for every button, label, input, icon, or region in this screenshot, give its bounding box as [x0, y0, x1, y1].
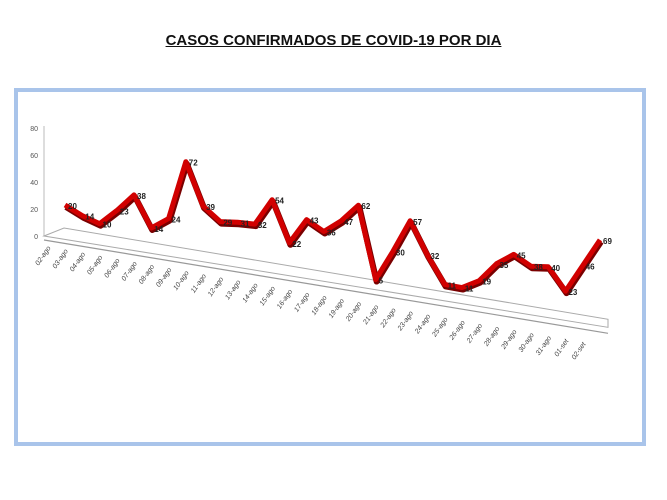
chart-title: CASOS CONFIRMADOS DE COVID-19 POR DIA: [165, 32, 502, 49]
x-tick-label: 18-ago: [311, 295, 329, 317]
data-label: 45: [517, 251, 526, 260]
data-label: 32: [258, 221, 267, 230]
x-tick-label: 06-ago: [103, 257, 121, 279]
data-label: 38: [137, 192, 146, 201]
data-label: 54: [275, 197, 284, 206]
y-tick-label: 60: [30, 153, 38, 160]
x-tick-label: 19-ago: [328, 298, 346, 320]
x-tick-label: 23-ago: [396, 310, 415, 333]
y-tick-label: 80: [30, 126, 38, 133]
data-label: 36: [327, 229, 336, 238]
x-tick-label: 26-ago: [448, 319, 467, 342]
x-tick-label: 20-ago: [344, 301, 363, 324]
data-label: 46: [586, 263, 595, 272]
y-tick-label: 20: [30, 207, 38, 214]
data-label: 5: [379, 277, 384, 286]
x-tick-label: 02-ago: [34, 245, 52, 267]
x-tick-label: 30-ago: [518, 332, 536, 354]
data-label: 38: [534, 263, 543, 272]
x-tick-label: 13-ago: [224, 279, 242, 301]
data-label: 47: [344, 218, 353, 227]
x-tick-label: 17-ago: [293, 292, 311, 314]
x-tick-label: 29-ago: [500, 329, 519, 352]
data-label: 32: [430, 252, 439, 261]
data-label: 23: [568, 288, 577, 297]
data-label: 22: [292, 240, 301, 249]
x-tick-label: 24-ago: [414, 313, 433, 336]
x-tick-label: 10-ago: [172, 270, 190, 292]
x-tick-label: 04-ago: [69, 251, 87, 273]
x-tick-label: 28-ago: [483, 326, 502, 349]
x-tick-label: 21-ago: [362, 304, 381, 327]
data-label: 39: [206, 203, 215, 212]
x-tick-label: 02-set: [571, 340, 588, 361]
x-tick-label: 05-ago: [86, 254, 104, 276]
x-axis: [43, 239, 609, 334]
x-tick-label: 15-ago: [259, 285, 277, 307]
x-tick-label: 09-ago: [155, 267, 173, 289]
x-tick-label: 11-ago: [190, 273, 208, 295]
x-tick-label: 14-ago: [241, 282, 259, 304]
data-label: 10: [103, 221, 112, 230]
x-tick-label: 12-ago: [207, 276, 225, 298]
x-tick-label: 25-ago: [431, 316, 450, 339]
data-label: 14: [85, 213, 94, 222]
x-tick-label: 01-set: [553, 337, 570, 358]
data-label: 19: [482, 278, 491, 287]
data-label: 57: [413, 218, 422, 227]
data-label: 62: [361, 202, 370, 211]
data-label: 29: [223, 219, 232, 228]
data-label: 30: [396, 248, 405, 257]
data-label: 20: [68, 202, 77, 211]
data-label: 72: [189, 159, 198, 168]
x-tick-label: 03-ago: [52, 248, 70, 270]
data-label: 31: [241, 219, 250, 228]
x-tick-label: 31-ago: [535, 335, 553, 357]
data-label: 24: [172, 216, 181, 225]
data-label: 23: [120, 208, 129, 217]
y-tick-label: 0: [34, 234, 38, 241]
data-label: 11: [465, 285, 474, 294]
x-tick-label: 22-ago: [379, 307, 398, 330]
data-label: 14: [154, 225, 163, 234]
x-tick-label: 08-ago: [138, 264, 156, 286]
data-label: 43: [310, 217, 319, 226]
data-label: 11: [448, 281, 457, 290]
data-label: 35: [499, 261, 508, 270]
data-label: 69: [603, 237, 612, 246]
series-line: [63, 159, 603, 294]
x-tick-label: 07-ago: [121, 261, 139, 283]
floor: [42, 227, 609, 328]
y-tick-label: 40: [30, 180, 38, 187]
data-label: 40: [551, 264, 560, 273]
x-tick-label: 16-ago: [276, 288, 294, 310]
x-tick-label: 27-ago: [465, 323, 484, 346]
